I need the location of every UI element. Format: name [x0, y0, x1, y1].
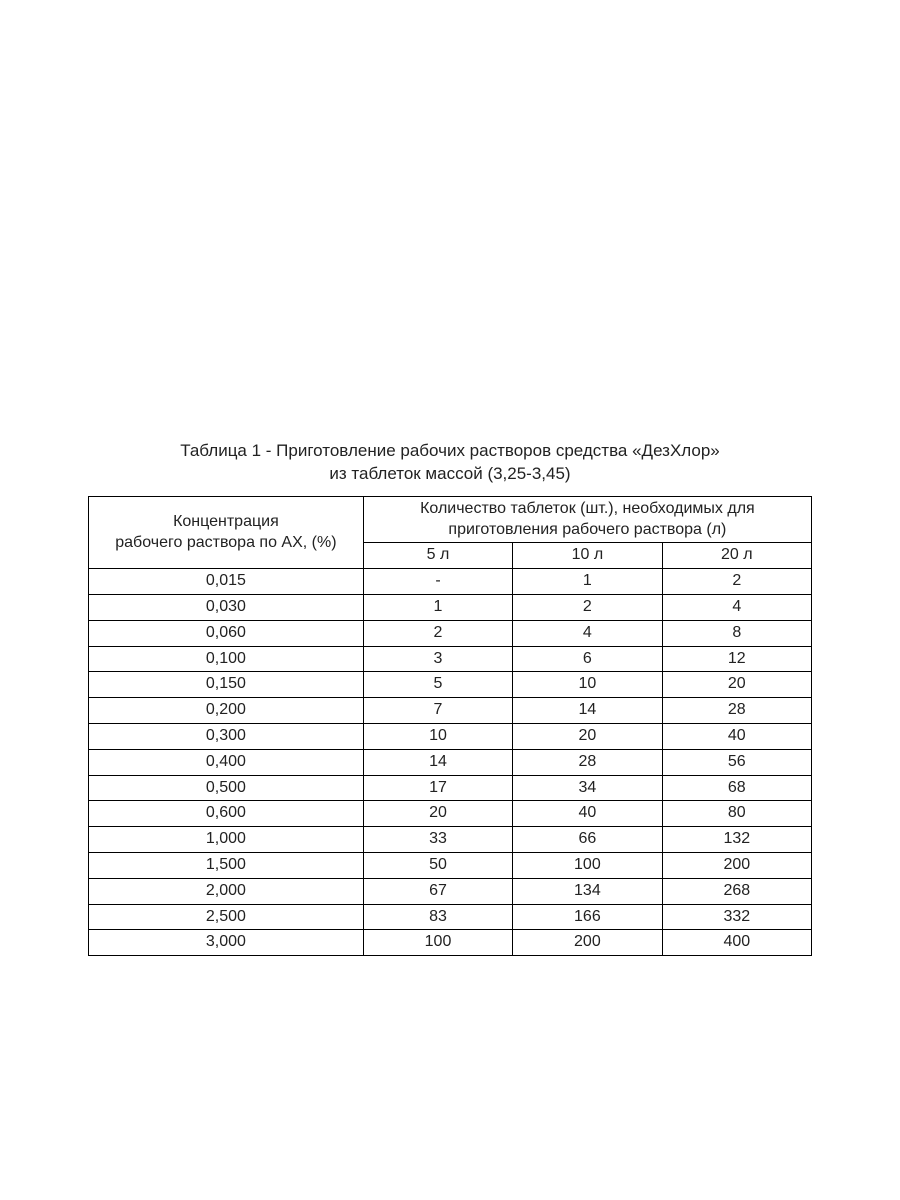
cell-concentration: 0,300 [89, 724, 364, 750]
cell-concentration: 2,000 [89, 878, 364, 904]
cell-volume-5l: 83 [363, 904, 512, 930]
cell-volume-10l: 28 [513, 749, 662, 775]
table-row: 0,15051020 [89, 672, 812, 698]
cell-volume-20l: 20 [662, 672, 811, 698]
cell-volume-10l: 2 [513, 595, 662, 621]
cell-volume-20l: 400 [662, 930, 811, 956]
cell-volume-10l: 40 [513, 801, 662, 827]
cell-volume-5l: 17 [363, 775, 512, 801]
cell-volume-5l: 100 [363, 930, 512, 956]
table-row: 0,015-12 [89, 569, 812, 595]
cell-volume-10l: 1 [513, 569, 662, 595]
cell-volume-20l: 2 [662, 569, 811, 595]
cell-volume-20l: 80 [662, 801, 811, 827]
table-row: 0,060248 [89, 620, 812, 646]
cell-volume-10l: 4 [513, 620, 662, 646]
table-row: 1,0003366132 [89, 827, 812, 853]
header-quantity-line1: Количество таблеток (шт.), необходимых д… [420, 500, 755, 517]
cell-volume-20l: 8 [662, 620, 811, 646]
cell-volume-20l: 40 [662, 724, 811, 750]
cell-concentration: 0,150 [89, 672, 364, 698]
table-row: 2,50083166332 [89, 904, 812, 930]
cell-volume-5l: 3 [363, 646, 512, 672]
cell-volume-10l: 200 [513, 930, 662, 956]
cell-volume-20l: 56 [662, 749, 811, 775]
cell-concentration: 0,015 [89, 569, 364, 595]
table-body: 0,015-120,0301240,0602480,10036120,15051… [89, 569, 812, 956]
cell-volume-10l: 14 [513, 698, 662, 724]
cell-volume-5l: 2 [363, 620, 512, 646]
header-quantity-line2: приготовления рабочего раствора (л) [448, 521, 726, 538]
preparation-table: Концентрация рабочего раствора по АХ, (%… [88, 496, 812, 956]
cell-volume-10l: 6 [513, 646, 662, 672]
header-concentration: Концентрация рабочего раствора по АХ, (%… [89, 496, 364, 568]
cell-concentration: 0,600 [89, 801, 364, 827]
cell-concentration: 0,200 [89, 698, 364, 724]
cell-concentration: 3,000 [89, 930, 364, 956]
cell-concentration: 1,000 [89, 827, 364, 853]
cell-concentration: 0,030 [89, 595, 364, 621]
table-row: 1,50050100200 [89, 853, 812, 879]
cell-volume-5l: 7 [363, 698, 512, 724]
table-row: 0,1003612 [89, 646, 812, 672]
cell-volume-20l: 68 [662, 775, 811, 801]
table-row: 3,000100200400 [89, 930, 812, 956]
cell-concentration: 0,500 [89, 775, 364, 801]
header-concentration-line2: рабочего раствора по АХ, (%) [115, 534, 336, 551]
cell-concentration: 1,500 [89, 853, 364, 879]
cell-concentration: 0,100 [89, 646, 364, 672]
table-row: 0,400142856 [89, 749, 812, 775]
cell-volume-20l: 332 [662, 904, 811, 930]
cell-volume-10l: 100 [513, 853, 662, 879]
table-row: 0,030124 [89, 595, 812, 621]
cell-concentration: 0,060 [89, 620, 364, 646]
cell-volume-5l: 50 [363, 853, 512, 879]
caption-line-2: из таблеток массой (3,25-3,45) [329, 464, 570, 483]
cell-volume-5l: 14 [363, 749, 512, 775]
table-header-row-1: Концентрация рабочего раствора по АХ, (%… [89, 496, 812, 543]
table-row: 0,300102040 [89, 724, 812, 750]
cell-volume-20l: 132 [662, 827, 811, 853]
cell-volume-5l: - [363, 569, 512, 595]
cell-volume-5l: 1 [363, 595, 512, 621]
header-concentration-line1: Концентрация [173, 513, 279, 530]
cell-volume-10l: 66 [513, 827, 662, 853]
table-row: 0,20071428 [89, 698, 812, 724]
header-volume-5l: 5 л [363, 543, 512, 569]
cell-concentration: 2,500 [89, 904, 364, 930]
document-page: Таблица 1 - Приготовление рабочих раство… [0, 0, 900, 1200]
cell-volume-5l: 33 [363, 827, 512, 853]
table-row: 0,600204080 [89, 801, 812, 827]
cell-concentration: 0,400 [89, 749, 364, 775]
cell-volume-5l: 10 [363, 724, 512, 750]
table-header: Концентрация рабочего раствора по АХ, (%… [89, 496, 812, 568]
table-caption: Таблица 1 - Приготовление рабочих раство… [88, 440, 812, 486]
header-quantity: Количество таблеток (шт.), необходимых д… [363, 496, 811, 543]
cell-volume-20l: 200 [662, 853, 811, 879]
table-row: 2,00067134268 [89, 878, 812, 904]
cell-volume-10l: 20 [513, 724, 662, 750]
cell-volume-10l: 134 [513, 878, 662, 904]
cell-volume-20l: 4 [662, 595, 811, 621]
cell-volume-10l: 166 [513, 904, 662, 930]
cell-volume-5l: 67 [363, 878, 512, 904]
cell-volume-20l: 28 [662, 698, 811, 724]
cell-volume-5l: 20 [363, 801, 512, 827]
cell-volume-10l: 34 [513, 775, 662, 801]
table-row: 0,500173468 [89, 775, 812, 801]
caption-line-1: Таблица 1 - Приготовление рабочих раство… [180, 441, 720, 460]
cell-volume-20l: 12 [662, 646, 811, 672]
cell-volume-20l: 268 [662, 878, 811, 904]
header-volume-10l: 10 л [513, 543, 662, 569]
header-volume-20l: 20 л [662, 543, 811, 569]
cell-volume-5l: 5 [363, 672, 512, 698]
cell-volume-10l: 10 [513, 672, 662, 698]
